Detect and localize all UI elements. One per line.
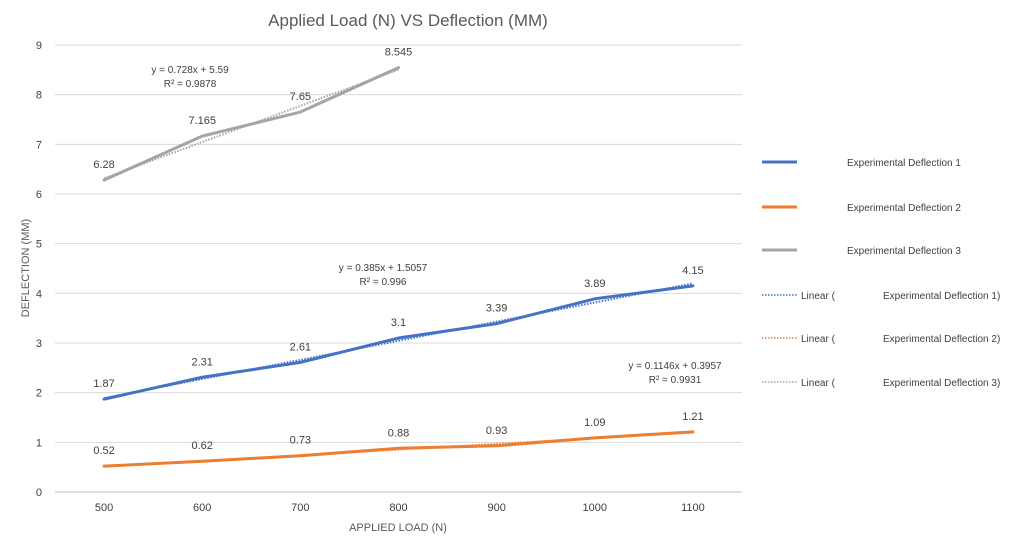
legend-label: Experimental Deflection 1) [883, 291, 1000, 302]
data-label: 0.73 [290, 435, 311, 447]
data-label: 0.93 [486, 425, 507, 437]
y-tick-label: 2 [36, 388, 42, 400]
y-tick-label: 1 [36, 437, 42, 449]
y-tick-label: 7 [36, 139, 42, 151]
legend: Experimental Deflection 1 Linear ( Experim… [762, 158, 1000, 389]
series-group [102, 66, 695, 468]
legend-label: Experimental Deflection 2 [847, 203, 961, 214]
data-label: 3.89 [584, 278, 605, 290]
x-axis-ticks: 500 600 700 800 900 1000 1100 [95, 502, 705, 514]
legend-label: Experimental Deflection 2) [883, 334, 1000, 345]
x-tick-label: 700 [291, 502, 309, 514]
series-line [102, 284, 695, 401]
x-tick-label: 600 [193, 502, 211, 514]
data-label: 1.21 [682, 411, 703, 423]
trendline [103, 282, 694, 400]
legend-label: Linear ( [801, 378, 836, 389]
y-tick-label: 6 [36, 189, 42, 201]
x-tick-label: 500 [95, 502, 113, 514]
y-tick-label: 0 [36, 487, 42, 499]
data-label: 1.87 [93, 378, 114, 390]
data-label: 8.545 [385, 47, 413, 59]
y-axis-title: DEFLECTION (MM) [20, 219, 32, 317]
data-label: 3.39 [486, 303, 507, 315]
data-label: 7.65 [290, 91, 311, 103]
trendline-r-squared: R² = 0.996 [360, 277, 407, 288]
data-label: 7.165 [188, 115, 216, 127]
trendline-equation: y = 0.385x + 1.5057 [339, 263, 428, 274]
y-tick-label: 4 [36, 288, 42, 300]
data-label: 6.28 [93, 159, 114, 171]
series-line [102, 66, 400, 182]
legend-label: Experimental Deflection 3 [847, 246, 961, 257]
y-tick-label: 5 [36, 239, 42, 251]
chart-title: Applied Load (N) VS Deflection (MM) [268, 11, 548, 30]
trendline-r-squared: R² = 0.9931 [649, 375, 702, 386]
x-tick-label: 1000 [583, 502, 607, 514]
legend-label: Experimental Deflection 1 [847, 158, 961, 169]
x-tick-label: 1100 [681, 502, 705, 514]
data-labels: 1.87 2.31 2.61 3.1 3.39 3.89 4.15 0.52 0.62 0.73 0… [93, 47, 703, 458]
legend-label: Linear ( [801, 334, 836, 345]
trendline-r-squared: R² = 0.9878 [164, 79, 217, 90]
x-tick-label: 800 [389, 502, 407, 514]
trendline-equation: y = 0.1146x + 0.3957 [628, 361, 722, 372]
data-label: 0.52 [93, 445, 114, 457]
y-axis-ticks: 0 1 2 3 4 5 6 7 8 9 [36, 40, 42, 499]
y-tick-label: 3 [36, 338, 42, 350]
series-line [102, 430, 695, 468]
y-tick-label: 8 [36, 90, 42, 102]
data-label: 2.31 [192, 356, 213, 368]
legend-label: Experimental Deflection 3) [883, 378, 1000, 389]
legend-label: Linear ( [801, 291, 836, 302]
data-label: 0.62 [192, 440, 213, 452]
y-tick-label: 9 [36, 40, 42, 52]
gridlines [55, 44, 742, 493]
data-label: 1.09 [584, 417, 605, 429]
trendline-equations: y = 0.385x + 1.5057 R² = 0.996 y = 0.1146x… [151, 65, 722, 386]
data-label: 4.15 [682, 265, 703, 277]
data-label: 2.61 [290, 341, 311, 353]
x-tick-label: 900 [487, 502, 505, 514]
data-label: 3.1 [391, 317, 406, 329]
trendline-equation: y = 0.728x + 5.59 [151, 65, 229, 76]
x-axis-title: APPLIED LOAD (N) [349, 522, 447, 534]
data-label: 0.88 [388, 427, 409, 439]
